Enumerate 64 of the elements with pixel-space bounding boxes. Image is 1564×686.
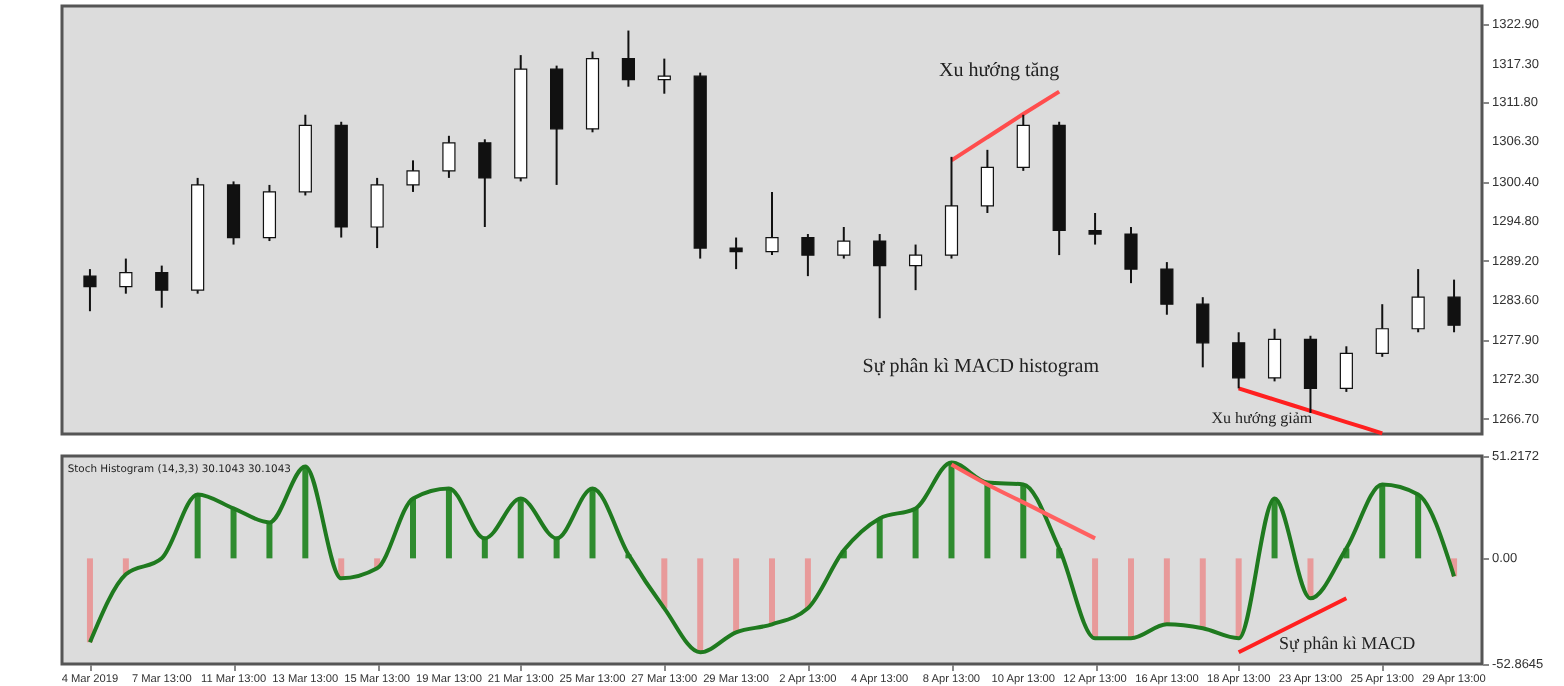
- bar: [804, 558, 811, 609]
- bar: [733, 558, 740, 633]
- line-series: [1236, 386, 1385, 436]
- candlestick: [1088, 211, 1102, 246]
- annotation: Sự phân kì MACD: [1278, 633, 1417, 654]
- bar: [517, 498, 524, 559]
- bar: [1379, 484, 1386, 559]
- candlestick: [873, 233, 887, 320]
- bar: [445, 488, 452, 559]
- bar: [697, 558, 704, 653]
- bar: [302, 466, 309, 559]
- bar: [948, 462, 955, 559]
- bar: [230, 508, 237, 559]
- bar: [86, 558, 93, 643]
- bar: [481, 538, 488, 559]
- bar: [1307, 558, 1314, 599]
- line-series: [949, 462, 1098, 541]
- bar: [266, 522, 273, 559]
- bar: [1235, 558, 1242, 639]
- candlestick: [765, 190, 779, 257]
- bar: [984, 482, 991, 559]
- candlestick: [1411, 268, 1425, 334]
- annotation: Xu hướng giảm: [1211, 409, 1314, 428]
- bar: [553, 538, 560, 559]
- candlestick: [119, 257, 133, 295]
- bar: [1199, 558, 1206, 629]
- bar: [589, 488, 596, 559]
- bar: [1415, 494, 1422, 559]
- candlestick: [1124, 226, 1138, 285]
- candlestick: [478, 138, 492, 229]
- candlestick: [262, 183, 277, 243]
- bar: [1271, 498, 1278, 559]
- annotation: Sự phân kì MACD histogram: [862, 355, 1100, 378]
- candlestick: [442, 134, 456, 179]
- bar: [1020, 484, 1027, 559]
- candlestick: [155, 264, 169, 309]
- candlestick: [1339, 345, 1353, 393]
- candlestick: [980, 148, 994, 214]
- bar: [1127, 558, 1134, 639]
- bar: [1092, 558, 1099, 639]
- candlestick: [1232, 331, 1246, 390]
- candlestick: [1375, 303, 1389, 358]
- candlestick: [801, 233, 815, 278]
- bar: [410, 498, 417, 559]
- candlestick: [908, 243, 923, 292]
- candlestick: [83, 268, 97, 313]
- bar: [661, 558, 668, 609]
- candlestick: [1160, 261, 1174, 316]
- candlestick: [621, 29, 636, 88]
- candlestick: [1196, 296, 1210, 369]
- candlestick: [406, 159, 420, 193]
- candlestick: [1267, 327, 1282, 383]
- bar: [194, 494, 201, 559]
- candlestick: [1016, 113, 1030, 172]
- candlestick: [729, 236, 743, 271]
- bar: [1163, 558, 1170, 625]
- candlestick: [370, 176, 384, 250]
- bar: [912, 508, 919, 559]
- line-series: [949, 89, 1062, 163]
- candlestick: [1447, 278, 1461, 334]
- bar: [769, 558, 775, 625]
- annotation: Xu hướng tăng: [939, 60, 1060, 83]
- candlestick: [837, 226, 851, 260]
- bar: [876, 518, 883, 559]
